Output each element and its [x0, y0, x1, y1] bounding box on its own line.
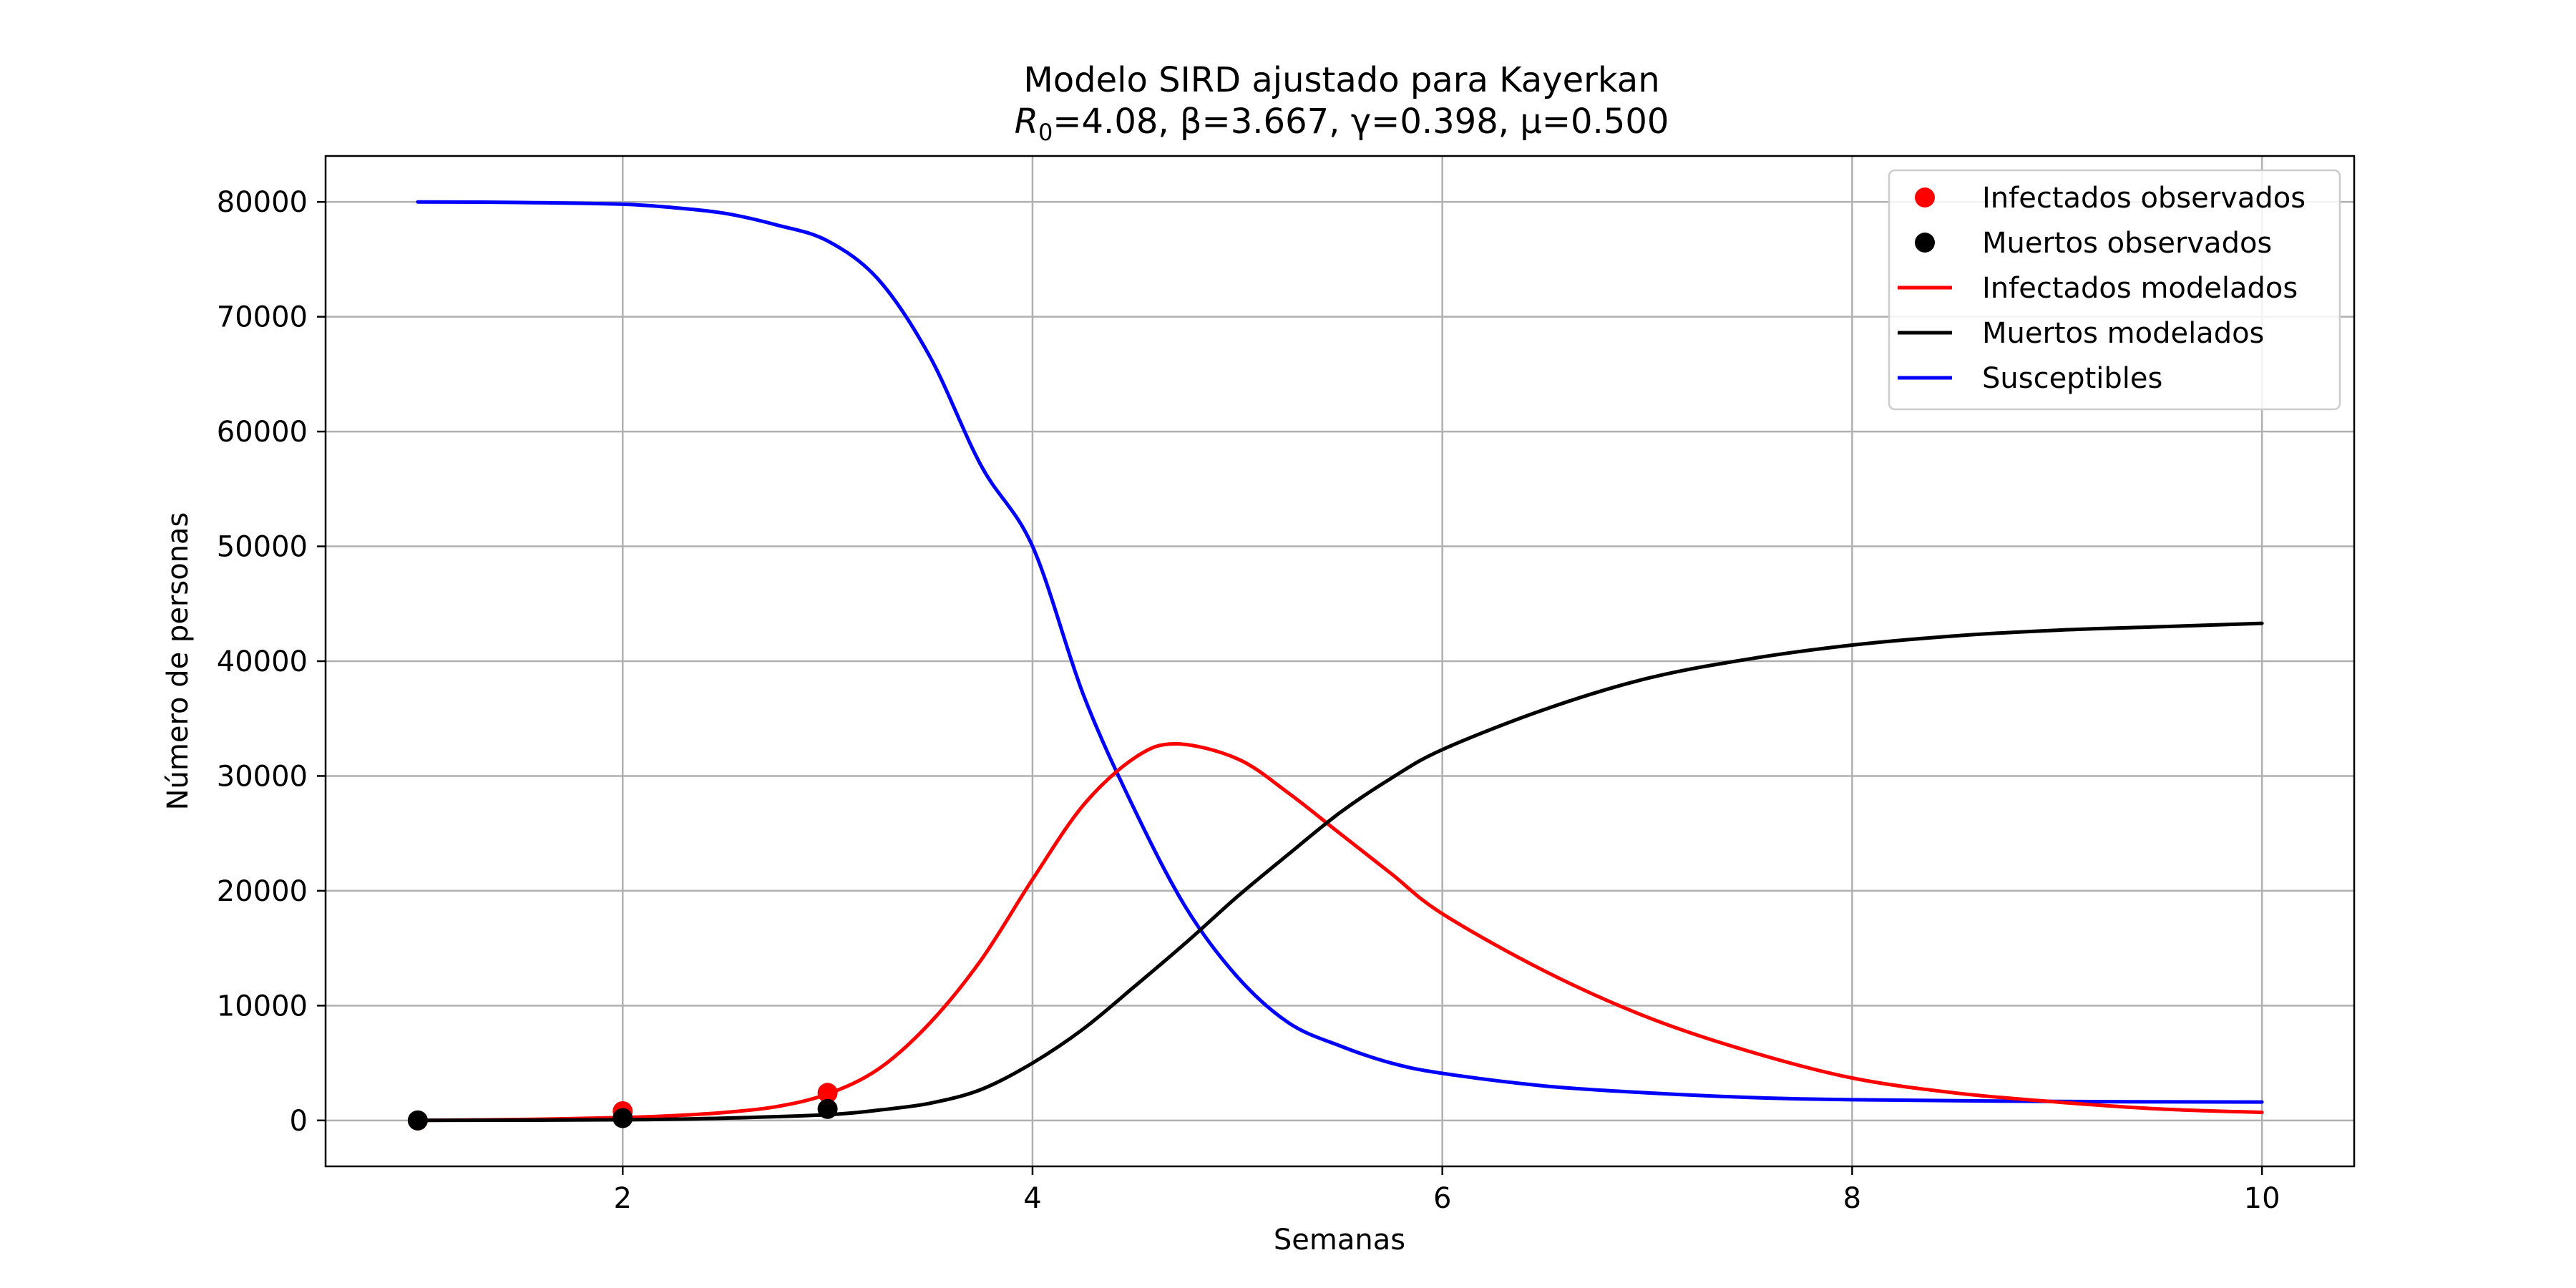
chart-legend: Infectados observados Muertos observados I…: [1888, 169, 2341, 411]
legend-label-infectados-modelados: Infectados modelados: [1982, 272, 2298, 305]
line-susceptibles: [416, 200, 2264, 1104]
x-tick-label: 10: [2244, 1182, 2280, 1215]
y-tick-label: 10000: [217, 990, 308, 1023]
x-axis-label: Semanas: [1274, 1224, 1405, 1257]
chart-subtitle: R0=4.08, β=3.667, γ=0.398, μ=0.500: [1015, 102, 1669, 146]
r0-symbol: R: [1015, 102, 1038, 142]
plot-area-frame: [324, 155, 2356, 1168]
plot-series: [407, 200, 2264, 1131]
y-tick-label: 50000: [217, 531, 308, 564]
legend-label-infectados-observados: Infectados observados: [1982, 182, 2306, 215]
subtitle-parameters: =4.08, β=3.667, γ=0.398, μ=0.500: [1053, 102, 1669, 142]
legend-marker-infectados-observados: [1915, 187, 1935, 208]
point-muertos-observados: [613, 1108, 633, 1128]
y-tick-label: 30000: [217, 760, 308, 793]
x-tick-label: 4: [1023, 1182, 1041, 1215]
x-tick-label: 6: [1433, 1182, 1451, 1215]
r0-subscript: 0: [1038, 119, 1053, 146]
legend-marker-muertos-observados: [1915, 233, 1935, 253]
point-muertos-observados: [817, 1098, 838, 1119]
legend-box: [1888, 169, 2341, 411]
x-tick-label: 2: [614, 1182, 632, 1215]
y-tick-label: 80000: [217, 186, 308, 219]
y-tick-label: 40000: [217, 645, 308, 678]
chart-title: Modelo SIRD ajustado para Kayerkan: [1023, 60, 1659, 100]
y-axis-label: Número de personas: [162, 512, 195, 811]
line-infectados-modelados: [416, 741, 2264, 1123]
legend-label-muertos-modelados: Muertos modelados: [1982, 317, 2264, 350]
y-tick-label: 70000: [217, 301, 308, 334]
point-muertos-observados: [407, 1110, 428, 1131]
line-muertos-modelados: [416, 621, 2264, 1123]
y-tick-label: 0: [290, 1105, 308, 1138]
point-infectados-observados: [817, 1083, 838, 1103]
legend-label-muertos-observados: Muertos observados: [1982, 227, 2272, 260]
x-tick-label: 8: [1843, 1182, 1861, 1215]
y-tick-label: 20000: [217, 875, 308, 908]
legend-label-susceptibles: Susceptibles: [1982, 362, 2162, 395]
axis-ticks: 2 4 6 8 10 0 10000 20000 30000 40000 50000 60000 700…: [217, 186, 2280, 1215]
y-tick-label: 60000: [217, 416, 308, 449]
